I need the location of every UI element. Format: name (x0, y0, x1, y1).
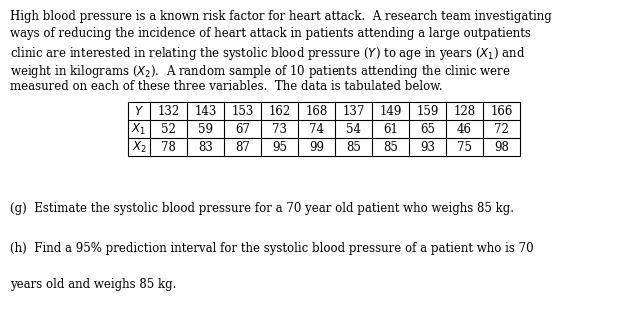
Text: 61: 61 (383, 123, 398, 136)
Text: measured on each of these three variables.  The data is tabulated below.: measured on each of these three variable… (10, 80, 442, 93)
Text: 73: 73 (272, 123, 287, 136)
Text: 59: 59 (198, 123, 213, 136)
Text: ways of reducing the incidence of heart attack in patients attending a large out: ways of reducing the incidence of heart … (10, 27, 531, 40)
Text: 159: 159 (416, 104, 439, 118)
Text: 153: 153 (231, 104, 254, 118)
Text: 95: 95 (272, 141, 287, 154)
Bar (128, 102, 520, 156)
Text: 74: 74 (309, 123, 324, 136)
Text: 168: 168 (306, 104, 328, 118)
Text: 99: 99 (309, 141, 324, 154)
Text: $Y$: $Y$ (134, 104, 144, 118)
Text: 162: 162 (268, 104, 291, 118)
Text: 132: 132 (158, 104, 179, 118)
Text: High blood pressure is a known risk factor for heart attack.  A research team in: High blood pressure is a known risk fact… (10, 10, 552, 23)
Text: clinic are interested in relating the systolic blood pressure ($Y$) to age in ye: clinic are interested in relating the sy… (10, 45, 526, 62)
Text: 143: 143 (194, 104, 217, 118)
Text: years old and weighs 85 kg.: years old and weighs 85 kg. (10, 278, 176, 291)
Text: 137: 137 (342, 104, 365, 118)
Text: $X_2$: $X_2$ (131, 139, 146, 155)
Text: 166: 166 (491, 104, 512, 118)
Text: weight in kilograms ($X_2$).  A random sample of 10 patients attending the clini: weight in kilograms ($X_2$). A random sa… (10, 63, 511, 80)
Text: 54: 54 (346, 123, 361, 136)
Text: 85: 85 (346, 141, 361, 154)
Text: 65: 65 (420, 123, 435, 136)
Text: 128: 128 (454, 104, 476, 118)
Text: 46: 46 (457, 123, 472, 136)
Text: 87: 87 (235, 141, 250, 154)
Text: (g)  Estimate the systolic blood pressure for a 70 year old patient who weighs 8: (g) Estimate the systolic blood pressure… (10, 202, 514, 215)
Text: 67: 67 (235, 123, 250, 136)
Text: 75: 75 (457, 141, 472, 154)
Text: 93: 93 (420, 141, 435, 154)
Text: $X_1$: $X_1$ (131, 122, 146, 137)
Text: 149: 149 (379, 104, 402, 118)
Text: 98: 98 (494, 141, 509, 154)
Text: 78: 78 (161, 141, 176, 154)
Text: 52: 52 (161, 123, 176, 136)
Text: 72: 72 (494, 123, 509, 136)
Text: 83: 83 (198, 141, 213, 154)
Text: (h)  Find a 95% prediction interval for the systolic blood pressure of a patient: (h) Find a 95% prediction interval for t… (10, 242, 534, 255)
Text: 85: 85 (383, 141, 398, 154)
